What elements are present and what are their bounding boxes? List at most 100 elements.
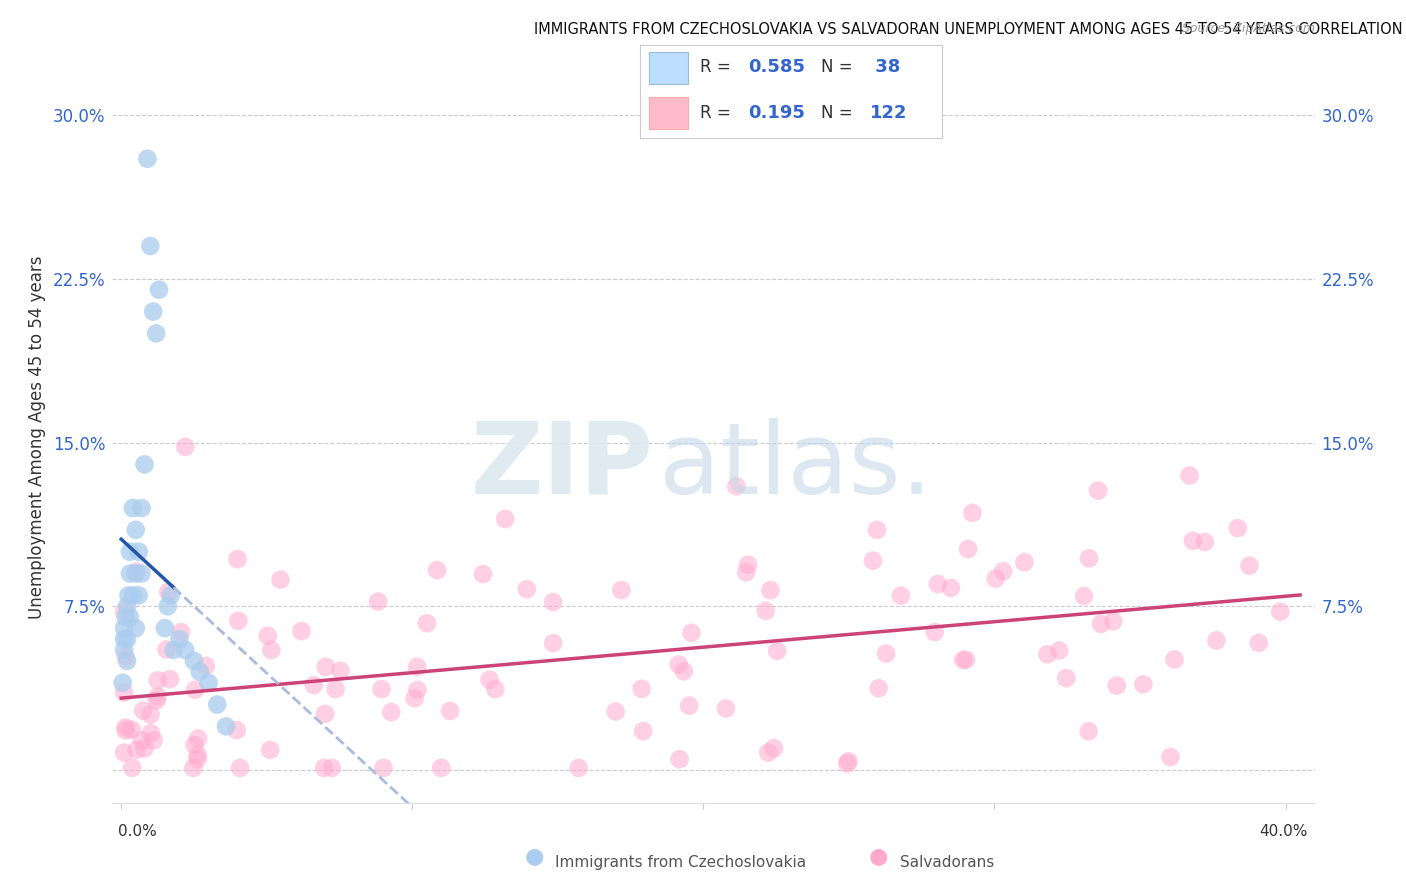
Point <box>1014 555 1036 569</box>
Point <box>169 632 191 646</box>
Point <box>325 682 347 697</box>
Text: R =: R = <box>700 58 737 76</box>
Point <box>139 239 162 253</box>
Point <box>125 621 148 635</box>
Text: atlas.: atlas. <box>659 417 932 515</box>
Point <box>183 738 205 752</box>
Point <box>197 675 219 690</box>
Point <box>494 512 516 526</box>
Point <box>1205 633 1227 648</box>
Point <box>1078 551 1101 566</box>
Point <box>1087 483 1109 498</box>
Point <box>568 761 591 775</box>
Point <box>229 761 252 775</box>
Point <box>114 649 136 664</box>
Point <box>114 723 136 738</box>
Point <box>148 283 170 297</box>
Point <box>121 761 143 775</box>
Point <box>125 523 148 537</box>
Point <box>118 545 141 559</box>
Point <box>631 724 654 739</box>
Point <box>329 664 352 678</box>
Point <box>952 653 974 667</box>
Point <box>174 440 197 454</box>
Point <box>215 719 238 733</box>
Point <box>142 733 165 747</box>
Point <box>314 761 336 775</box>
Point <box>759 583 782 598</box>
Point <box>630 681 652 696</box>
Point <box>373 761 395 775</box>
Point <box>668 657 690 672</box>
Point <box>1047 643 1070 657</box>
Text: ZIP: ZIP <box>471 417 654 515</box>
Point <box>183 654 205 668</box>
Point <box>406 659 429 673</box>
Point <box>993 564 1015 578</box>
Point <box>314 706 336 721</box>
Point <box>256 629 278 643</box>
Point <box>132 704 155 718</box>
Point <box>181 761 204 775</box>
Point <box>681 625 703 640</box>
Point <box>186 752 208 766</box>
Point <box>142 304 165 318</box>
Point <box>924 625 946 640</box>
Point <box>1102 614 1125 628</box>
Text: ●: ● <box>524 847 544 866</box>
Text: 122: 122 <box>869 104 907 122</box>
Point <box>153 621 176 635</box>
Point <box>121 723 143 737</box>
Point <box>112 746 135 760</box>
Point <box>321 761 343 775</box>
Point <box>516 582 538 597</box>
Point <box>605 705 627 719</box>
Point <box>1077 724 1099 739</box>
Point <box>131 566 153 581</box>
Point <box>157 585 180 599</box>
Point <box>430 761 453 775</box>
Point <box>111 675 134 690</box>
Text: Source: ZipAtlas.com: Source: ZipAtlas.com <box>1181 22 1315 36</box>
Point <box>406 682 429 697</box>
Point <box>1194 535 1216 549</box>
Point <box>1163 652 1185 666</box>
Text: 0.0%: 0.0% <box>118 824 157 838</box>
Point <box>370 682 392 697</box>
Text: ●: ● <box>869 847 889 866</box>
Point <box>735 566 758 580</box>
Point <box>426 563 449 577</box>
Point <box>170 625 193 640</box>
Point <box>1239 558 1261 573</box>
Point <box>890 589 912 603</box>
Point <box>145 326 167 341</box>
Text: R =: R = <box>700 104 737 122</box>
Point <box>159 672 181 686</box>
Point <box>188 665 211 679</box>
Point <box>1054 671 1077 685</box>
Point <box>725 479 748 493</box>
Point <box>762 741 785 756</box>
Text: 0.195: 0.195 <box>748 104 806 122</box>
Point <box>1105 679 1128 693</box>
Point <box>837 754 859 768</box>
Point <box>1159 750 1181 764</box>
Point <box>957 541 980 556</box>
Point <box>118 566 141 581</box>
Point <box>118 610 141 624</box>
Point <box>146 690 169 704</box>
Y-axis label: Unemployment Among Ages 45 to 54 years: Unemployment Among Ages 45 to 54 years <box>28 255 46 619</box>
Text: Immigrants from Czechoslovakia: Immigrants from Czechoslovakia <box>555 855 807 870</box>
Point <box>174 643 197 657</box>
Point <box>134 458 156 472</box>
Point <box>668 752 690 766</box>
Point <box>115 654 138 668</box>
Point <box>939 581 962 595</box>
Point <box>159 588 181 602</box>
Point <box>315 660 337 674</box>
Point <box>868 681 890 696</box>
Text: 0.585: 0.585 <box>748 58 806 76</box>
Point <box>269 573 291 587</box>
Point <box>755 604 778 618</box>
Point <box>737 558 759 572</box>
